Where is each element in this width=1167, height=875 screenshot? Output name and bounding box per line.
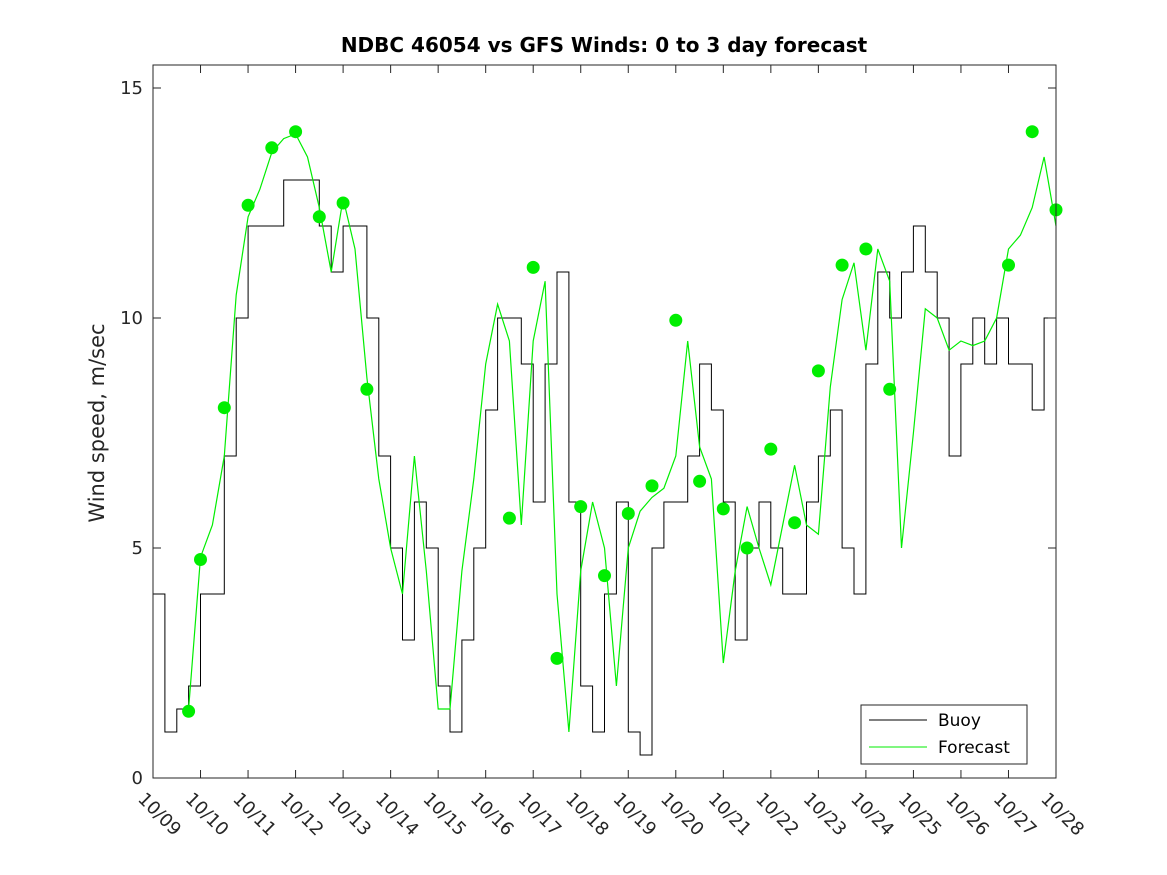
axes-box	[152, 64, 1057, 779]
forecast-marker	[550, 651, 564, 665]
forecast-marker	[835, 258, 849, 272]
forecast-marker	[1025, 125, 1039, 139]
forecast-marker	[669, 313, 683, 327]
forecast-marker	[598, 569, 611, 583]
forecast-marker	[764, 442, 778, 456]
plot-area	[153, 125, 1063, 756]
y-axis-label: Wind speed, m/sec	[85, 323, 109, 522]
forecast-marker	[1002, 258, 1015, 272]
forecast-marker	[241, 198, 255, 212]
forecast-marker	[716, 502, 730, 516]
legend-box	[860, 704, 1028, 765]
y-tick-label: 0	[132, 768, 143, 789]
forecast-marker	[217, 401, 231, 415]
legend-label-forecast: Forecast	[938, 738, 1010, 758]
forecast-line	[188, 133, 1057, 733]
forecast-marker	[182, 704, 196, 718]
forecast-marker	[621, 507, 635, 520]
forecast-marker	[336, 196, 350, 210]
legend-label-buoy: Buoy	[938, 711, 981, 731]
forecast-marker	[360, 382, 374, 396]
forecast-marker	[194, 553, 207, 566]
forecast-marker	[693, 474, 707, 488]
buoy-line	[153, 179, 1057, 756]
forecast-marker	[574, 500, 588, 514]
forecast-marker	[312, 210, 326, 224]
y-tick-label: 10	[120, 308, 143, 329]
forecast-marker	[788, 516, 802, 530]
forecast-marker	[265, 141, 279, 155]
forecast-marker	[811, 364, 825, 378]
forecast-marker	[645, 479, 659, 493]
forecast-marker	[289, 125, 303, 139]
forecast-marker	[740, 541, 754, 555]
y-tick-label: 15	[120, 78, 143, 99]
legend: Buoy Forecast	[860, 704, 1028, 765]
forecast-marker	[859, 242, 873, 256]
forecast-marker	[502, 511, 516, 525]
y-tick-label: 5	[132, 538, 143, 559]
forecast-marker	[883, 382, 897, 396]
forecast-marker	[526, 260, 540, 274]
chart-title: NDBC 46054 vs GFS Winds: 0 to 3 day fore…	[341, 33, 868, 57]
